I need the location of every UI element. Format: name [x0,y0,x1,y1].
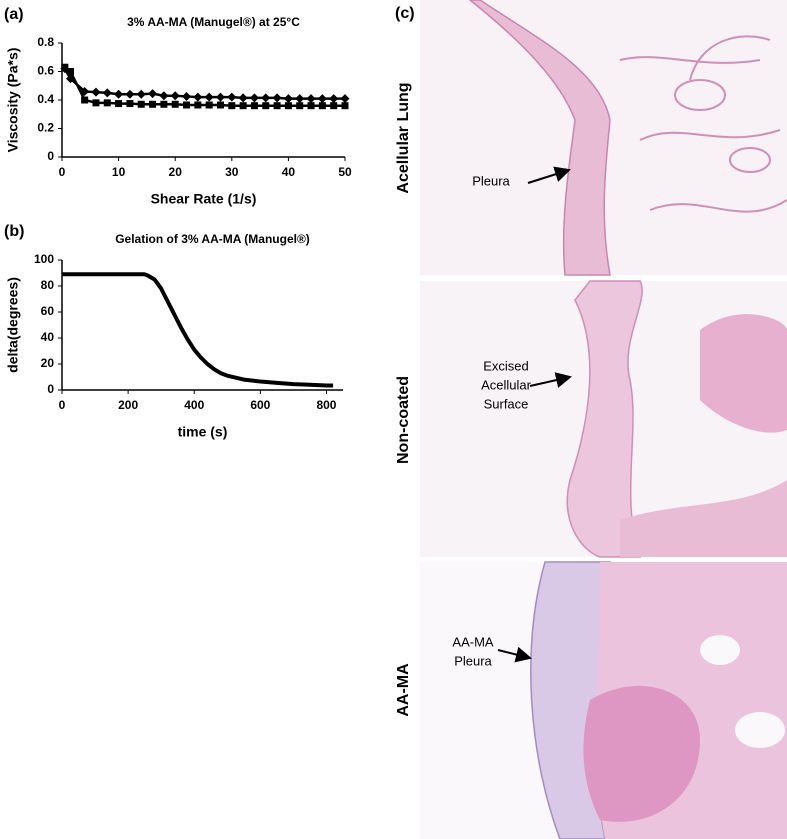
marker [284,102,292,110]
marker [318,102,326,110]
y-tick-label: 100 [34,252,54,266]
marker [261,93,271,103]
row-label: AA-MA [395,663,412,717]
y-tick-label: 40 [41,330,55,344]
annotation: Pleura [454,653,492,668]
marker [215,92,225,102]
marker [250,102,258,110]
y-axis-label: Viscosity (Pa*s) [5,48,21,153]
row-label: Non-coated [395,376,412,464]
y-tick-label: 0 [47,382,54,396]
marker [273,102,281,110]
annotation: AA-MA [452,634,494,649]
chart-title: Gelation of 3% AA-MA (Manugel®) [115,232,310,246]
marker [126,100,134,108]
marker [249,93,259,103]
marker [66,68,74,75]
marker [239,102,247,110]
marker [317,94,327,104]
y-tick-label: 80 [41,278,55,292]
arrow [529,372,572,388]
marker [306,94,316,104]
marker [102,88,112,98]
marker [115,100,123,108]
marker [330,102,338,110]
annotation: Acellular [481,377,532,392]
micrograph-3 [420,561,787,839]
y-tick-label: 0 [47,149,54,163]
row-label: Acellular Lung [395,82,412,193]
y-tick-label: 60 [41,304,55,318]
x-tick-label: 40 [282,165,296,179]
x-axis-label: Shear Rate (1/s) [151,191,257,207]
annotation: Pleura [472,173,510,188]
x-tick-label: 400 [184,398,204,412]
marker [238,93,248,103]
marker [92,99,100,107]
marker [307,102,315,110]
marker [340,94,350,104]
marker [227,92,237,102]
x-axis-label: time (s) [178,424,228,440]
marker [193,92,203,102]
y-tick-label: 0.8 [37,35,54,49]
marker [170,91,180,101]
marker [295,94,305,104]
marker [137,100,145,108]
panel-label: (a) [4,6,24,23]
annotation: Excised [483,358,529,373]
panel-label: (b) [4,223,24,240]
marker [283,94,293,104]
y-tick-label: 0.2 [37,121,54,135]
x-tick-label: 600 [250,398,270,412]
marker [160,100,168,108]
marker [205,101,213,109]
data-line [62,272,334,388]
marker [262,102,270,110]
marker [148,89,158,99]
marker [103,99,111,107]
x-tick-label: 20 [169,165,183,179]
marker [136,89,146,99]
y-tick-label: 20 [41,356,55,370]
marker [183,101,191,109]
marker [159,91,169,101]
annotation: Surface [484,396,529,411]
marker [81,96,89,104]
x-tick-label: 800 [316,398,336,412]
marker [171,100,179,108]
arrow [497,646,532,663]
marker [114,89,124,99]
arrow [527,166,571,184]
marker [204,92,214,102]
marker [194,101,202,109]
marker [228,102,236,110]
marker [125,89,135,99]
marker [216,101,224,109]
x-tick-label: 0 [59,398,66,412]
chart-title: 3% AA-MA (Manugel®) at 25°C [127,15,300,29]
marker [61,63,69,71]
marker [272,93,282,103]
marker [91,87,101,97]
x-tick-label: 0 [59,165,66,179]
marker [329,94,339,104]
marker [296,102,304,110]
marker [182,91,192,101]
micrograph-1 [420,0,787,276]
marker [341,102,349,110]
x-tick-label: 30 [225,165,239,179]
panel-label: (c) [395,5,415,22]
x-tick-label: 50 [338,165,352,179]
marker [149,100,157,108]
y-tick-label: 0.4 [37,92,54,106]
x-tick-label: 200 [118,398,138,412]
x-tick-label: 10 [112,165,126,179]
micrograph-2 [420,280,787,558]
y-tick-label: 0.6 [37,64,54,78]
y-axis-label: delta(degrees) [5,277,21,373]
